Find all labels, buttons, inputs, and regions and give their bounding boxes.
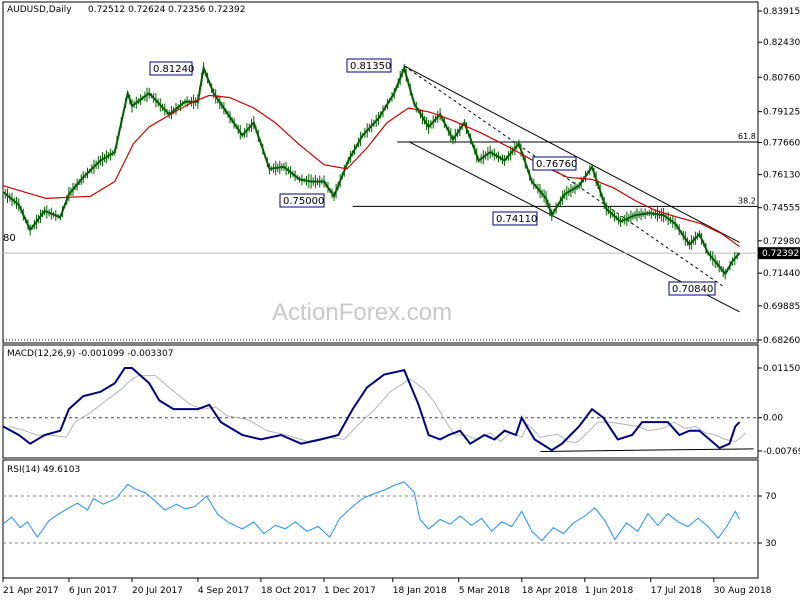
price-axis-label: 0.77660 [763, 138, 800, 148]
price-panel: ActionForex.com AUDUSD,Daily 0.72512 0.7… [2, 1, 759, 344]
price-panel-frame [2, 1, 759, 344]
price-callout-label: 0.81240 [153, 64, 194, 75]
moving-average-line [2, 94, 740, 248]
price-callout-box [668, 281, 716, 296]
macd-line [2, 367, 741, 452]
price-axis-label: 0.83915 [763, 7, 800, 17]
price-callout-label: 0.75000 [283, 196, 324, 207]
price-axis-label: 0.79125 [763, 108, 800, 118]
price-callout-box [279, 193, 325, 208]
price-axis-label: 0.74555 [763, 204, 800, 214]
price-axis-label: 0.72980 [763, 237, 800, 247]
time-axis-label: 18 Jan 2018 [393, 586, 447, 596]
ohlc-readout: 0.72512 0.72624 0.72356 0.72392 [88, 5, 245, 15]
macd-axis-label: 0.00 [763, 414, 783, 424]
time-axis-label: 5 Mar 2018 [459, 586, 511, 596]
time-axis-label: 18 Apr 2018 [522, 586, 578, 596]
macd-panel: MACD(12,26,9) -0.001099 -0.003307 [2, 344, 759, 459]
rsi-label: RSI(14) 49.6103 [7, 465, 80, 475]
price-callout-label: 0.76760 [536, 159, 577, 170]
left-cut-label: 80 [3, 233, 16, 244]
price-callout-label: 0.74110 [496, 214, 537, 225]
price-callout-box [532, 156, 577, 171]
time-axis-label: 30 Aug 2018 [714, 586, 772, 596]
rsi-axis-label: 30 [765, 539, 777, 549]
price-axis-label: 0.71440 [763, 269, 800, 279]
time-axis-label: 17 Jul 2018 [651, 586, 702, 596]
current-price-tag-label: 0.72392 [762, 249, 799, 259]
price-callout-box [149, 61, 193, 76]
time-axis-label: 6 Jun 2017 [69, 586, 117, 596]
rsi-line [2, 481, 741, 542]
time-axis-label: 20 Jul 2017 [132, 586, 183, 596]
macd-axis-label: 0.011506 [763, 364, 800, 374]
time-axis-label: 1 Dec 2017 [324, 586, 376, 596]
current-price-tag [758, 247, 800, 260]
rsi-panel-frame [2, 459, 759, 579]
fib-level-label: 61.8 [738, 132, 756, 141]
price-axis-label: 0.80760 [763, 73, 800, 83]
time-axis-label: 1 Jun 2018 [585, 586, 634, 596]
price-axis-label: 0.68260 [763, 336, 800, 346]
time-axis-label: 21 Apr 2017 [3, 586, 59, 596]
macd-signal-line [8, 375, 746, 444]
price-callout-box [346, 58, 392, 73]
time-axis-label: 4 Sep 2017 [198, 586, 249, 596]
macd-support-line [540, 448, 754, 452]
symbol-title: AUDUSD,Daily [7, 5, 72, 15]
price-callout-label: 0.70840 [672, 284, 713, 295]
trend-channel-line [404, 65, 740, 243]
price-axis-label: 0.82430 [763, 38, 800, 48]
price-axis-label: 0.69885 [763, 302, 800, 312]
time-axis-label: 18 Oct 2017 [261, 586, 317, 596]
price-callout-label: 0.81350 [350, 61, 391, 72]
price-callout-box [492, 211, 538, 226]
rsi-axis-label: 70 [765, 492, 777, 502]
fib-level-label: 38.2 [738, 196, 756, 205]
macd-label: MACD(12,26,9) -0.001099 -0.003307 [7, 349, 173, 359]
price-axis-label: 0.76130 [763, 171, 800, 181]
macd-panel-frame [2, 344, 759, 459]
rsi-panel: RSI(14) 49.6103 [2, 459, 759, 579]
watermark: ActionForex.com [272, 299, 452, 326]
macd-axis-label: -0.007694 [763, 447, 800, 457]
